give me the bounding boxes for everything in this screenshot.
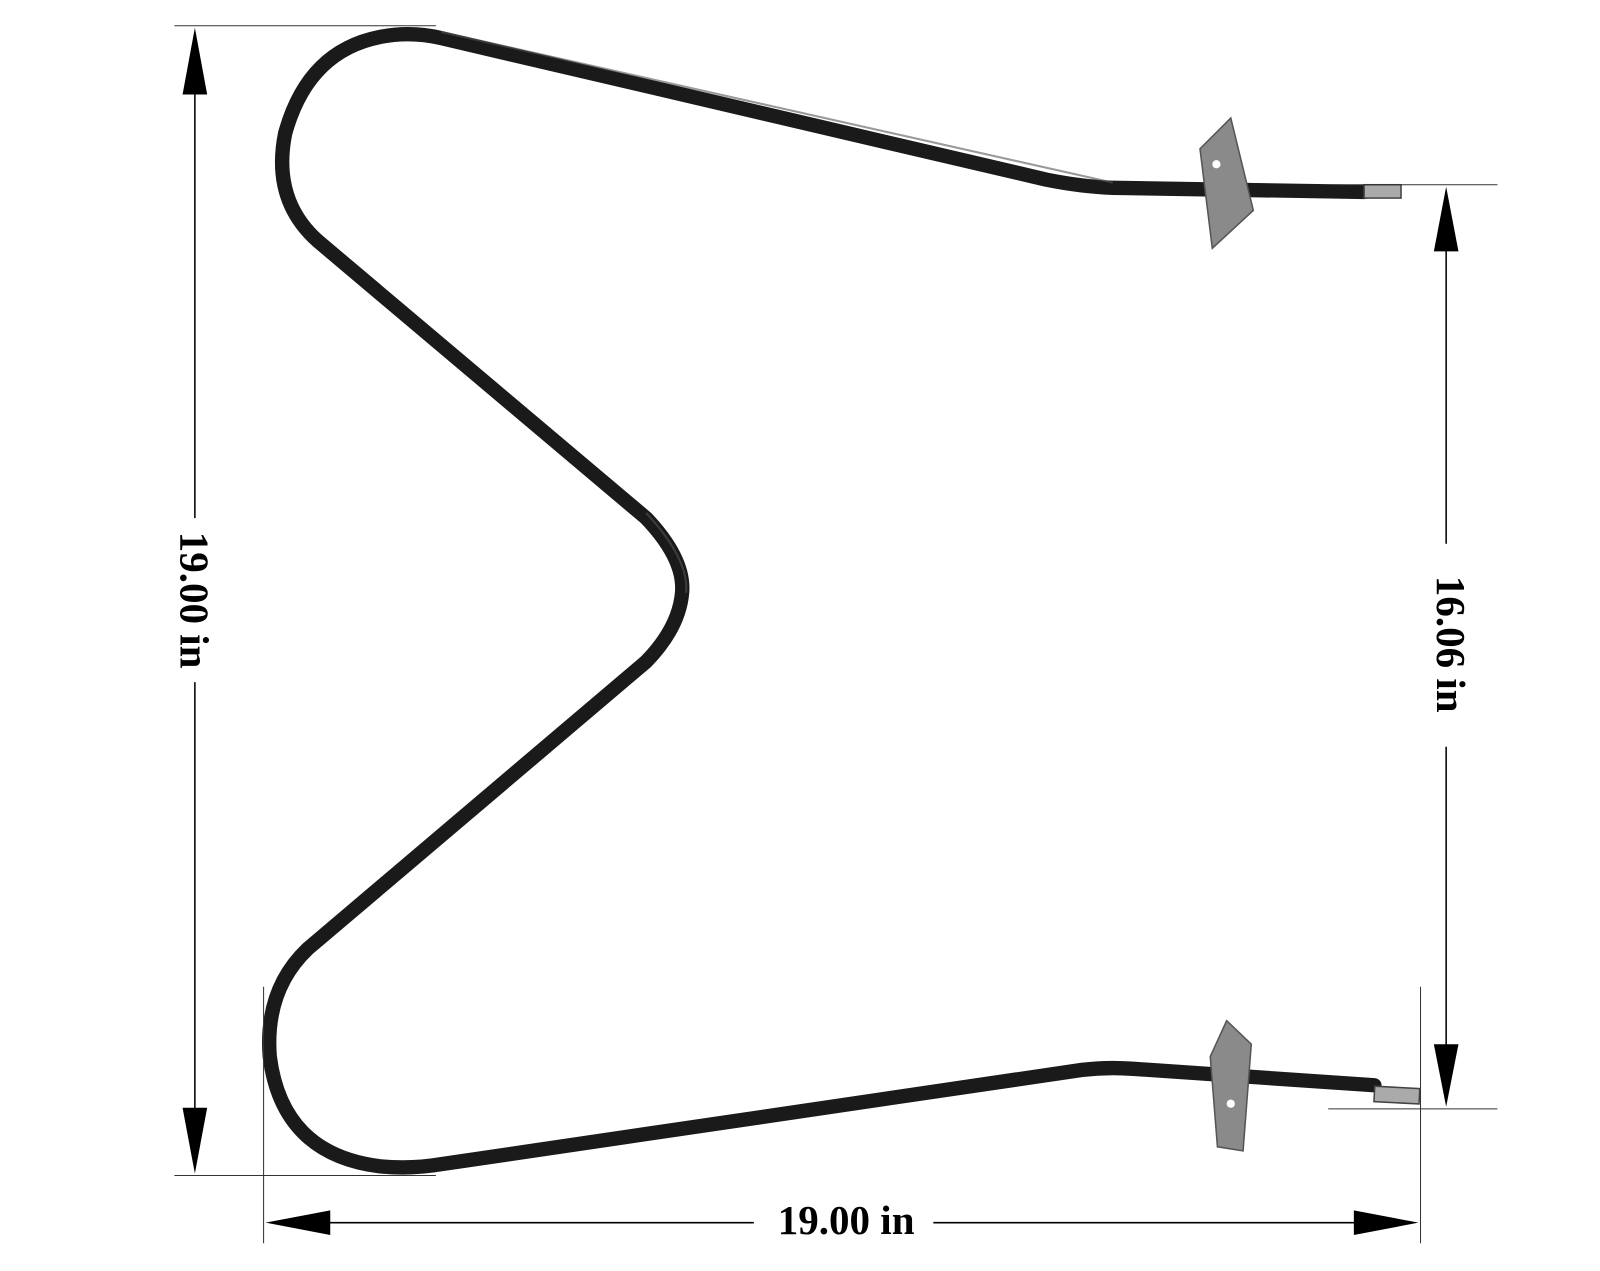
bracket [1209, 1019, 1253, 1152]
arrowhead [182, 1107, 208, 1174]
height-label: 19.00 in [171, 532, 217, 669]
bracket [1199, 116, 1255, 250]
width-label: 19.00 in [778, 1197, 915, 1243]
bracket-hole [1226, 1099, 1235, 1108]
arrowhead [265, 1210, 331, 1235]
terminal [1363, 183, 1402, 199]
bracket-hole [1212, 160, 1221, 169]
arrowhead [1353, 1210, 1419, 1235]
arrowhead [1433, 186, 1459, 252]
terminal [1373, 1085, 1421, 1105]
highlight [440, 30, 1114, 594]
terminal-span-label: 16.06 in [1428, 576, 1474, 713]
arrowhead [1433, 1044, 1459, 1107]
arrowhead [182, 27, 208, 95]
heating-element [262, 27, 1382, 1175]
